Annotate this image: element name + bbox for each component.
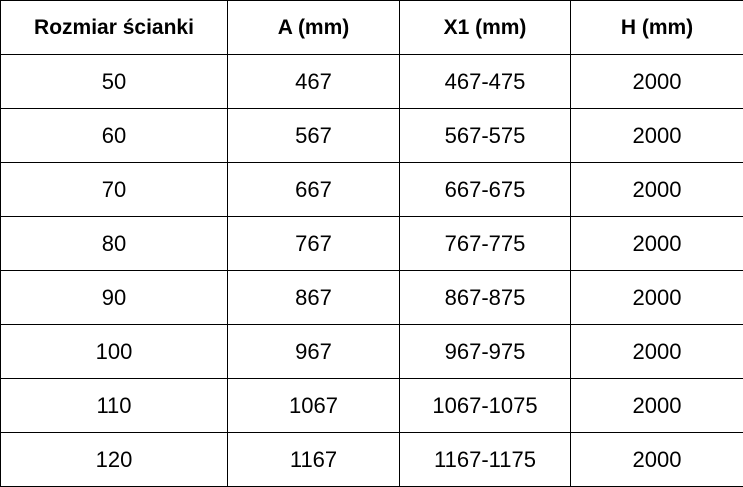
table-cell: 1167 (227, 432, 400, 487)
table-cell: 467-475 (399, 54, 571, 109)
header-cell: A (mm) (227, 0, 400, 55)
table-cell: 50 (0, 54, 228, 109)
table-row: 80 767 767-775 2000 (0, 216, 743, 271)
table-cell: 2000 (570, 108, 743, 163)
table-cell: 667 (227, 162, 400, 217)
table-cell: 567 (227, 108, 400, 163)
table-cell: 767-775 (399, 216, 571, 271)
table-cell: 2000 (570, 378, 743, 433)
table-cell: 1167-1175 (399, 432, 571, 487)
table-cell: 867 (227, 270, 400, 325)
table-cell: 1067 (227, 378, 400, 433)
header-cell: X1 (mm) (399, 0, 571, 55)
table-cell: 100 (0, 324, 228, 379)
table-cell: 90 (0, 270, 228, 325)
table-cell: 767 (227, 216, 400, 271)
header-cell: Rozmiar ścianki (0, 0, 228, 55)
table-cell: 120 (0, 432, 228, 487)
table-row: 120 1167 1167-1175 2000 (0, 432, 743, 487)
table-cell: 1067-1075 (399, 378, 571, 433)
table-row: 60 567 567-575 2000 (0, 108, 743, 163)
table-cell: 667-675 (399, 162, 571, 217)
header-row: Rozmiar ścianki A (mm) X1 (mm) H (mm) (0, 0, 743, 55)
table-cell: 867-875 (399, 270, 571, 325)
table-cell: 2000 (570, 216, 743, 271)
table-cell: 80 (0, 216, 228, 271)
table-row: 70 667 667-675 2000 (0, 162, 743, 217)
table-cell: 2000 (570, 162, 743, 217)
table-row: 90 867 867-875 2000 (0, 270, 743, 325)
table-cell: 467 (227, 54, 400, 109)
table-cell: 567-575 (399, 108, 571, 163)
table-cell: 2000 (570, 270, 743, 325)
table-row: 50 467 467-475 2000 (0, 54, 743, 109)
table-cell: 967 (227, 324, 400, 379)
table-cell: 110 (0, 378, 228, 433)
table-cell: 70 (0, 162, 228, 217)
table-cell: 2000 (570, 54, 743, 109)
table-row: 100 967 967-975 2000 (0, 324, 743, 379)
table-row: 110 1067 1067-1075 2000 (0, 378, 743, 433)
table-cell: 2000 (570, 432, 743, 487)
header-cell: H (mm) (570, 0, 743, 55)
table-cell: 2000 (570, 324, 743, 379)
table-cell: 967-975 (399, 324, 571, 379)
table-cell: 60 (0, 108, 228, 163)
